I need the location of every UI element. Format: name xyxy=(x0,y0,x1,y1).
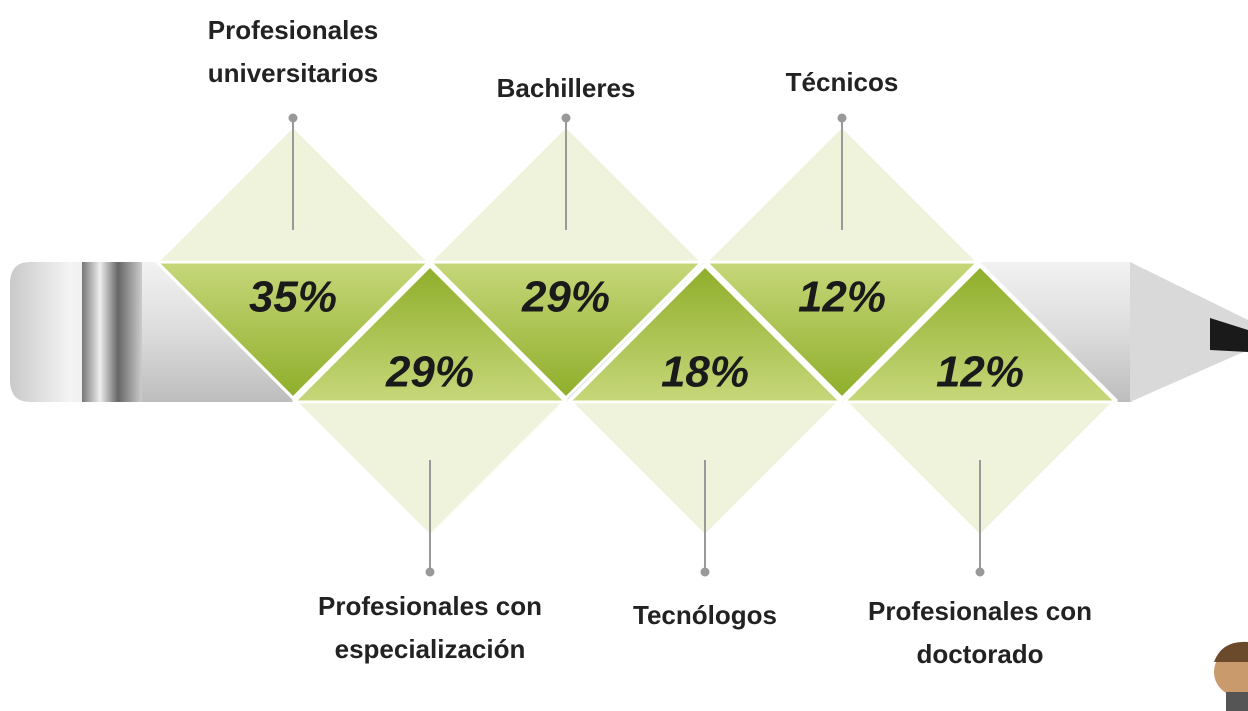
diamond-band xyxy=(426,260,706,401)
leader-dot xyxy=(425,567,435,577)
percent-label: 29% xyxy=(385,348,474,397)
percent-label: 29% xyxy=(521,273,610,322)
leader-dot xyxy=(561,113,571,123)
percent-label: 12% xyxy=(798,273,886,322)
diamond-band xyxy=(290,263,570,404)
diamond-band xyxy=(840,263,1120,404)
percent-label: 35% xyxy=(249,273,337,322)
diamond-band xyxy=(153,260,433,401)
category-label: Tecnólogos xyxy=(633,600,777,630)
diamond-band xyxy=(702,260,982,401)
category-label: Profesionales con doctorado xyxy=(868,596,1092,669)
pencil-lead xyxy=(1210,318,1248,352)
leader-dot xyxy=(975,567,985,577)
pencil-cone xyxy=(1130,262,1248,402)
leader-dot xyxy=(700,567,710,577)
percent-label: 18% xyxy=(661,348,749,397)
leader-dot xyxy=(288,113,298,123)
ferrule xyxy=(82,262,142,402)
percent-label: 12% xyxy=(936,348,1024,397)
diamond-band xyxy=(565,263,845,404)
person-icon xyxy=(1214,641,1248,711)
leader-dot xyxy=(837,113,847,123)
category-label: Bachilleres xyxy=(496,73,636,103)
category-label: Técnicos xyxy=(785,67,899,97)
category-label: Profesionales universitarios xyxy=(207,15,379,88)
category-label: Profesionales con especialización xyxy=(318,591,542,664)
